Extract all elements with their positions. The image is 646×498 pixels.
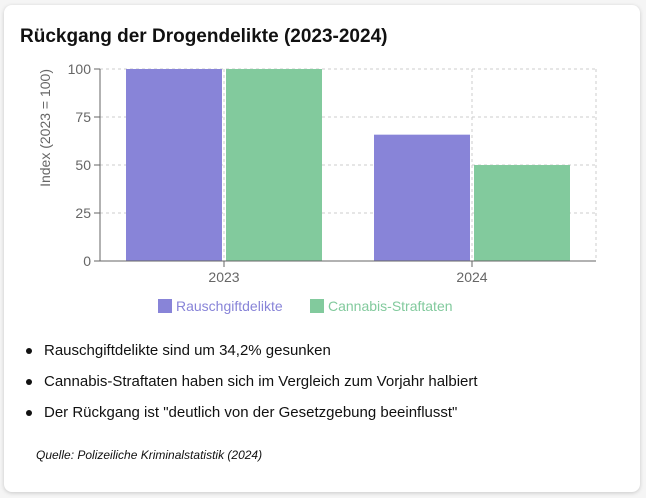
y-tick-label: 50: [75, 157, 91, 173]
y-tick-label: 25: [75, 205, 91, 221]
bar-cannabis-straftaten-2024[interactable]: [474, 165, 570, 261]
chart-bars: [126, 69, 570, 261]
chart-legend: Rauschgiftdelikte Cannabis-Straftaten: [158, 298, 453, 314]
bar-cannabis-straftaten-2023[interactable]: [226, 69, 322, 261]
bar-chart: 0 25 50 75 100 2023 2024 Index (2023 = 100) Ra…: [37, 61, 597, 314]
x-tick-label: 2024: [456, 269, 487, 285]
y-tick-label: 75: [75, 109, 91, 125]
source-note: Quelle: Polizeiliche Kriminalstatistik (…: [36, 448, 263, 462]
chart-card: Rückgang der Drogendelikte (2023-2024) 0…: [4, 5, 640, 492]
bar-rauschgiftdelikte-2024[interactable]: [374, 134, 470, 261]
x-tick-label: 2023: [208, 269, 239, 285]
y-axis-label: Index (2023 = 100): [37, 69, 53, 187]
y-tick-label: 100: [68, 61, 92, 77]
key-findings-list: Rauschgiftdelikte sind um 34,2% gesunken…: [26, 341, 478, 434]
legend-label: Rauschgiftdelikte: [176, 298, 283, 314]
bullet-item: Rauschgiftdelikte sind um 34,2% gesunken: [26, 341, 478, 361]
chart-title: Rückgang der Drogendelikte (2023-2024): [20, 26, 388, 47]
y-tick-label: 0: [83, 253, 91, 269]
legend-swatch: [158, 299, 172, 313]
chart-grid: [100, 68, 597, 261]
bullet-item: Der Rückgang ist "deutlich von der Geset…: [26, 403, 478, 423]
legend-label: Cannabis-Straftaten: [328, 298, 453, 314]
chart-axes: 0 25 50 75 100 2023 2024: [68, 61, 596, 285]
bar-rauschgiftdelikte-2023[interactable]: [126, 69, 222, 261]
legend-swatch: [310, 299, 324, 313]
bullet-item: Cannabis-Straftaten haben sich im Vergle…: [26, 372, 478, 392]
